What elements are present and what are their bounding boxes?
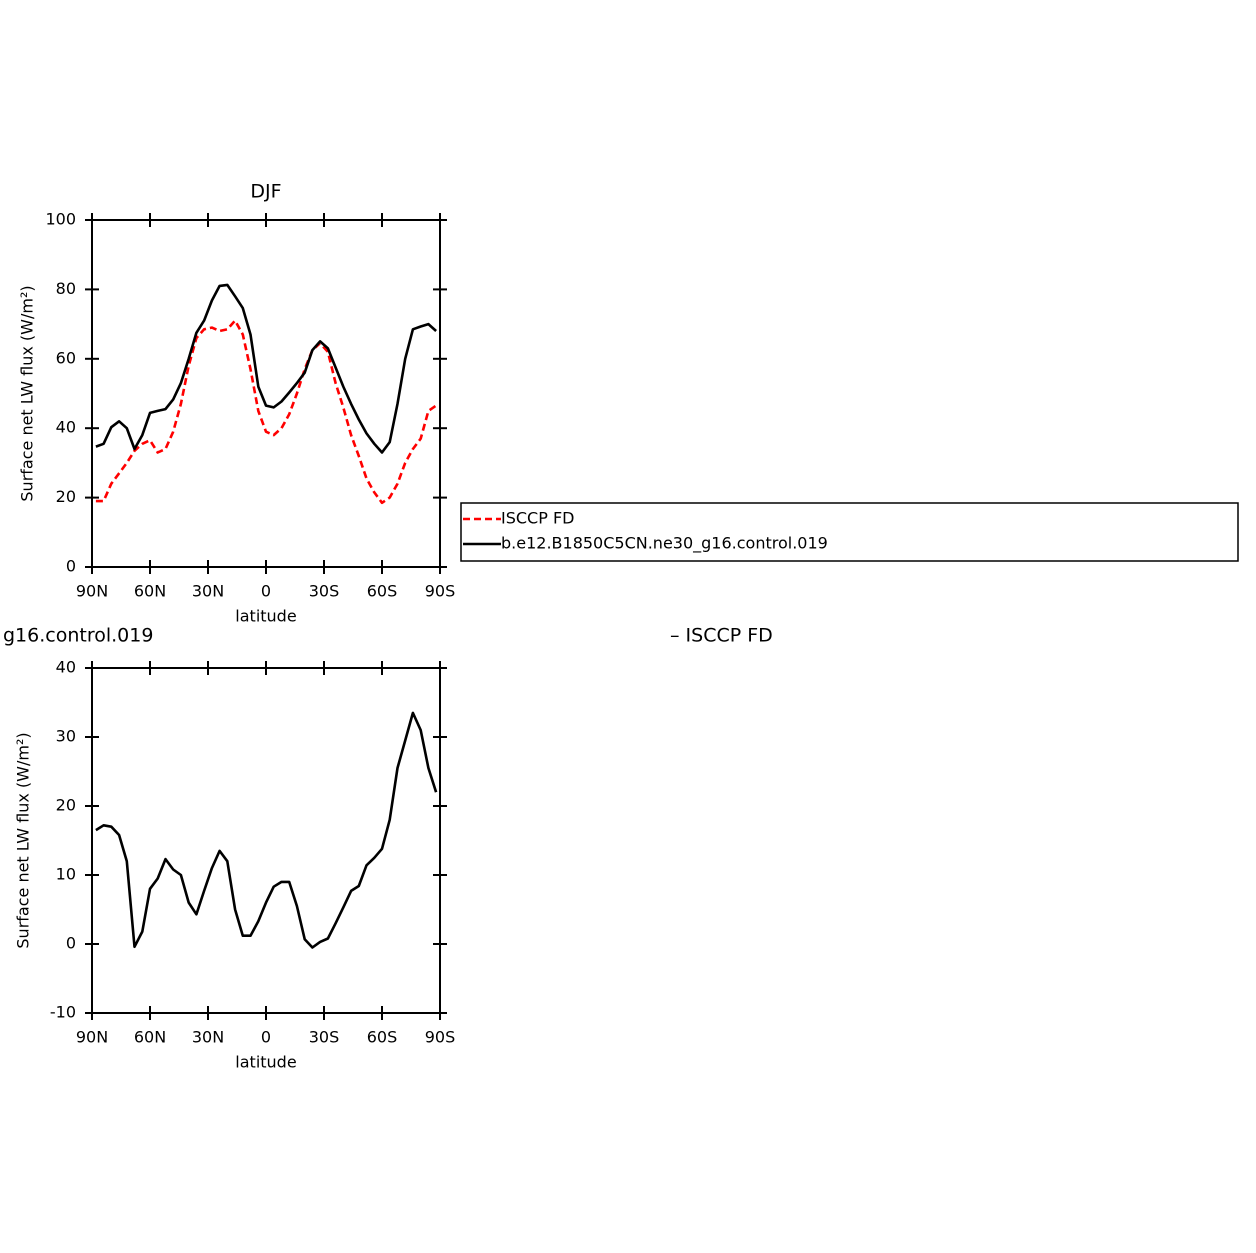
y-tick-label: 0 <box>66 557 76 576</box>
plot-frame <box>91 667 441 1014</box>
x-tick-label: 60N <box>134 582 166 601</box>
x-tick-label: 90S <box>425 1028 456 1047</box>
x-tick-label: 90N <box>76 1028 108 1047</box>
y-tick-label: 100 <box>45 210 76 229</box>
x-tick-label: 60S <box>367 582 398 601</box>
y-tick-label: 40 <box>56 418 76 437</box>
data-line <box>95 319 437 505</box>
legend-label: b.e12.B1850C5CN.ne30_g16.control.019 <box>501 534 828 554</box>
x-axis-label: latitude <box>235 607 296 626</box>
data-line <box>95 711 438 949</box>
x-tick-label: 0 <box>261 582 271 601</box>
legend-box <box>460 502 1239 562</box>
x-tick-label: 30N <box>192 1028 224 1047</box>
y-tick-label: 10 <box>56 865 76 884</box>
y-tick-label: 20 <box>56 796 76 815</box>
x-tick-label: 90N <box>76 582 108 601</box>
y-tick-label: -10 <box>50 1003 76 1022</box>
y-tick-label: 20 <box>56 487 76 506</box>
y-tick-label: 60 <box>56 348 76 367</box>
y-axis-label: Surface net LW flux (W/m²) <box>14 732 33 948</box>
x-tick-label: 0 <box>261 1028 271 1047</box>
y-axis-label: Surface net LW flux (W/m²) <box>18 285 37 501</box>
chart-title: DJF <box>250 181 281 203</box>
y-tick-label: 80 <box>56 279 76 298</box>
x-tick-label: 30S <box>309 582 340 601</box>
y-tick-label: 30 <box>56 727 76 746</box>
legend-label: ISCCP FD <box>501 509 574 528</box>
x-tick-label: 30S <box>309 1028 340 1047</box>
x-tick-label: 60N <box>134 1028 166 1047</box>
x-tick-label: 90S <box>425 582 456 601</box>
y-tick-label: 40 <box>56 658 76 677</box>
data-line <box>95 283 437 454</box>
plot-frame <box>91 219 441 568</box>
x-tick-label: 60S <box>367 1028 398 1047</box>
x-tick-label: 30N <box>192 582 224 601</box>
chart-title-left: g16.control.019 <box>3 625 153 647</box>
x-axis-label: latitude <box>235 1053 296 1072</box>
y-tick-label: 0 <box>66 934 76 953</box>
chart-title-right: – ISCCP FD <box>670 625 773 647</box>
